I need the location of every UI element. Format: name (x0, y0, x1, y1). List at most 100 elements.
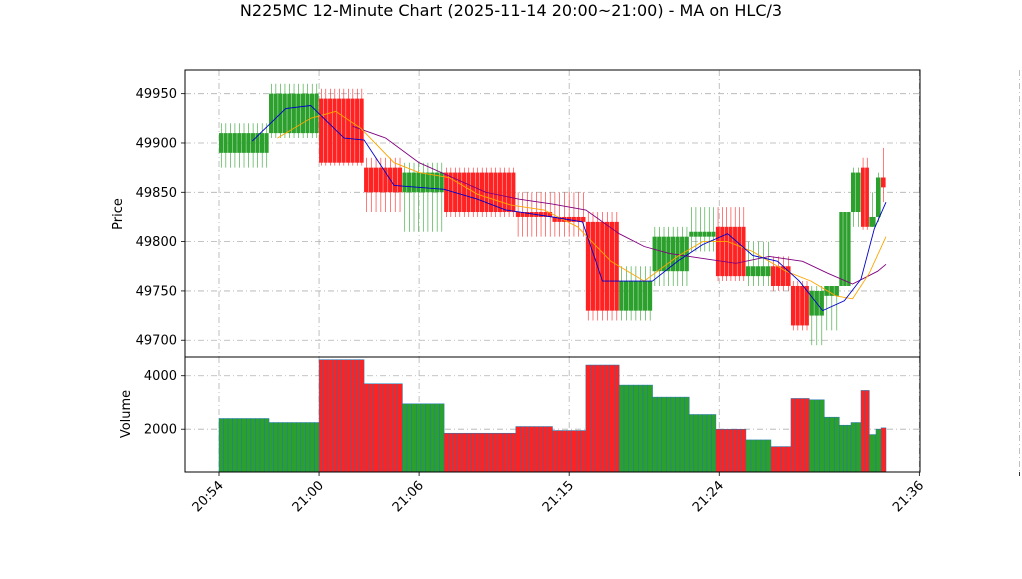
volume-bar (824, 416, 840, 473)
volume-bar (515, 426, 553, 473)
volume-sub-bar (363, 383, 370, 473)
candle-body (416, 172, 421, 193)
volume-bar (652, 396, 690, 473)
candle-up (869, 192, 876, 227)
volume-sub-bar (300, 422, 306, 473)
price-tick-label: 49700 (136, 334, 177, 349)
candle-body (420, 172, 426, 193)
volume-axis-label: Volume (119, 390, 134, 438)
volume-sub-bar (614, 364, 620, 473)
candle-body (628, 281, 634, 311)
volume-sub-bar (869, 434, 877, 473)
volume-sub-bar (406, 403, 412, 473)
candle-body (647, 281, 653, 311)
candle-body (571, 216, 576, 222)
volume-sub-bar (314, 422, 320, 473)
volume-sub-bar (246, 418, 252, 473)
volume-bar (790, 398, 810, 473)
candle-up (839, 212, 851, 286)
candle-up (689, 207, 716, 252)
ma-long-line (352, 125, 887, 285)
candle-body (790, 285, 796, 326)
volume-sub-bar (236, 418, 242, 473)
volume-sub-bar (809, 399, 815, 473)
volume-sub-bar (506, 432, 512, 473)
volume-bar (363, 383, 403, 473)
candle-body (809, 290, 814, 316)
volume-bar (809, 399, 825, 473)
volume-sub-bar (571, 430, 577, 473)
candle-body (785, 266, 791, 286)
volume-bar (402, 403, 445, 473)
candle-body (780, 266, 786, 286)
candle-up (745, 241, 771, 286)
candle-body (619, 281, 624, 311)
candle-body (264, 133, 269, 153)
volume-sub-bar (693, 414, 699, 473)
ma-fast-line (251, 105, 887, 312)
candle-body (728, 226, 733, 277)
candle-body (804, 285, 809, 326)
volume-sub-bar (475, 432, 481, 473)
candle-body (493, 172, 498, 213)
volume-bar (268, 422, 320, 473)
candle-body (364, 167, 369, 193)
candle-body (439, 172, 444, 193)
volume-bar (745, 439, 772, 473)
volume-sub-bar (382, 383, 389, 473)
candle-body (434, 172, 440, 193)
candle-body (373, 167, 379, 193)
volume-sub-bar (264, 418, 270, 473)
candle-body (839, 212, 843, 286)
volume-sub-bar (656, 396, 662, 473)
candle-body (715, 226, 720, 277)
candle-body (346, 98, 351, 163)
candle-body (741, 226, 746, 277)
candle-body (223, 133, 228, 153)
candle-body (411, 172, 416, 193)
candle-body (319, 98, 324, 163)
candle-body (581, 216, 586, 222)
candle-down (715, 207, 746, 282)
candle-down (790, 281, 809, 331)
candle-body (538, 212, 543, 217)
price-tick-label: 49850 (136, 186, 177, 201)
candle-up (402, 162, 444, 232)
candle-body (657, 236, 662, 272)
candle-body (750, 266, 756, 277)
volume-sub-bar (484, 432, 490, 473)
candle-body (457, 172, 462, 213)
candle-body (282, 93, 287, 134)
volume-sub-bar (387, 383, 394, 473)
candle-body (337, 98, 342, 163)
candle-body (693, 231, 698, 237)
volume-sub-bar (638, 384, 644, 473)
volume-sub-bar (502, 432, 508, 473)
candle-body (305, 93, 310, 134)
volume-sub-bar (666, 396, 672, 473)
volume-sub-bar (332, 359, 338, 473)
candle-body (576, 216, 581, 222)
price-tick-label: 49950 (136, 87, 177, 102)
volume-tick-label: 2000 (144, 423, 177, 438)
volume-tick-label: 4000 (144, 369, 177, 384)
volume-sub-bar (724, 428, 730, 473)
volume-sub-bar (547, 426, 553, 473)
candle-body (847, 212, 851, 286)
candle-body (228, 133, 233, 153)
candle-body (497, 172, 502, 213)
volume-sub-bar (824, 416, 830, 473)
candle-body (770, 266, 776, 286)
volume-sub-bar (557, 430, 563, 473)
volume-sub-bar (795, 398, 801, 473)
candle-body (869, 216, 876, 227)
candle-body (332, 98, 337, 163)
candle-body (462, 172, 467, 213)
candle-body (355, 98, 360, 163)
candle-body (711, 231, 716, 237)
candle-up (824, 285, 839, 331)
volume-sub-bar (309, 422, 315, 473)
candle-down (319, 88, 364, 166)
volume-sub-bar (599, 364, 606, 473)
candle-body (689, 231, 694, 237)
